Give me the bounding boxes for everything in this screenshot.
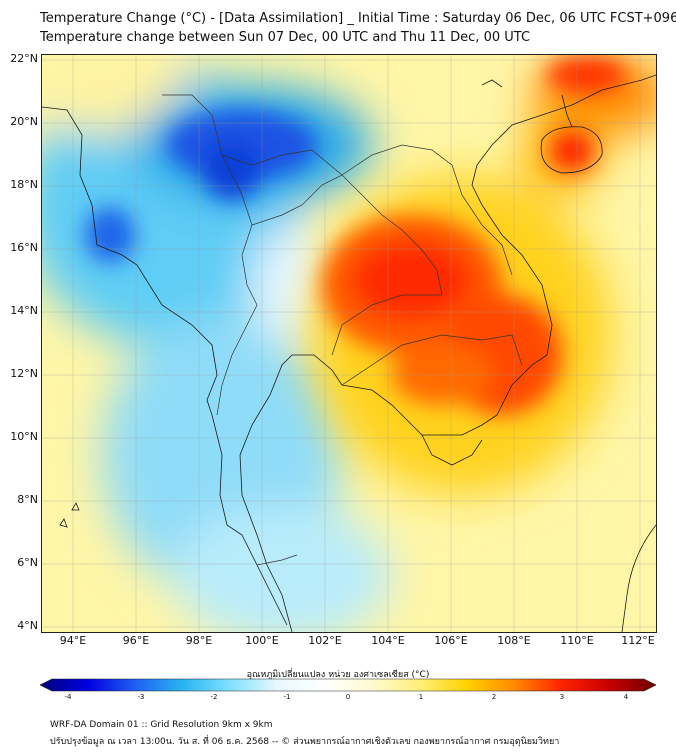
colorbar-tick: -1 (283, 693, 291, 701)
lat-tick-12: 12°N (10, 367, 38, 380)
map-canvas (42, 55, 656, 632)
lat-tick-8: 8°N (17, 493, 38, 506)
lat-tick-6: 6°N (17, 556, 38, 569)
lon-tick-106: 106°E (434, 634, 468, 647)
lat-tick-16: 16°N (10, 241, 38, 254)
lon-tick-108: 108°E (497, 634, 531, 647)
coastlines (42, 74, 656, 632)
lat-tick-22: 22°N (10, 52, 38, 65)
lat-tick-10: 10°N (10, 430, 38, 443)
colorbar-tick: -4 (64, 693, 72, 701)
lon-tick-102: 102°E (308, 634, 342, 647)
strong-warming-cores (322, 57, 627, 415)
colorbar-tick: 4 (623, 693, 629, 701)
lat-tick-4: 4°N (17, 619, 38, 632)
lat-tick-20: 20°N (10, 115, 38, 128)
lon-tick-94: 94°E (59, 634, 87, 647)
lon-tick-100: 100°E (245, 634, 279, 647)
lon-tick-104: 104°E (371, 634, 405, 647)
field-layer (42, 55, 656, 632)
lon-tick-112: 112°E (621, 634, 655, 647)
map-title: Temperature Change (°C) - [Data Assimila… (40, 11, 676, 26)
colorbar-tick: -2 (210, 693, 218, 701)
lon-tick-96: 96°E (122, 634, 150, 647)
colorbar (40, 678, 656, 692)
colorbar-tick: 2 (491, 693, 497, 701)
update-credit: ปรับปรุงข้อมูล ณ เวลา 13:00น. วัน ส. ที่… (50, 737, 560, 747)
colorbar-tick: -3 (137, 693, 145, 701)
colorbar-tick: 1 (418, 693, 424, 701)
lon-tick-110: 110°E (560, 634, 594, 647)
colorbar-gradient (40, 678, 656, 692)
lon-tick-98: 98°E (185, 634, 213, 647)
colorbar-tick: 3 (559, 693, 565, 701)
colorbar-tick: 0 (345, 693, 351, 701)
colorbar-title: อุณหภูมิเปลี่ยนแปลง หน่วย องศาเซลเซียส (… (246, 670, 430, 680)
graticule (42, 55, 656, 632)
temperature-change-map (41, 54, 657, 633)
country-borders (162, 94, 523, 566)
lat-tick-14: 14°N (10, 304, 38, 317)
map-subtitle: Temperature change between Sun 07 Dec, 0… (40, 30, 531, 45)
lat-tick-18: 18°N (10, 178, 38, 191)
model-info: WRF-DA Domain 01 :: Grid Resolution 9km … (50, 720, 273, 730)
cooling-anomaly (42, 55, 392, 632)
